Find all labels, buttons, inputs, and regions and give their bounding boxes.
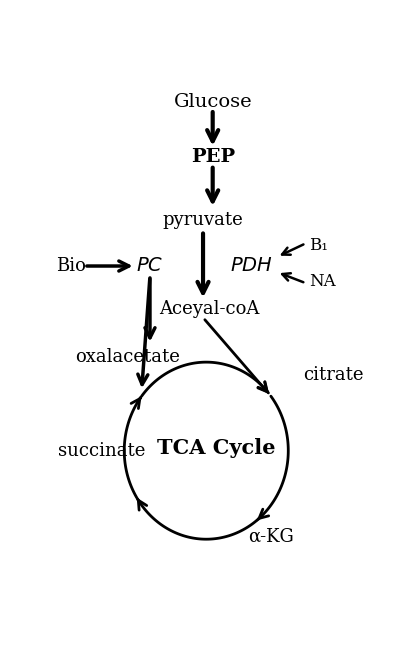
Text: NA: NA	[309, 273, 336, 290]
Text: oxalacetate: oxalacetate	[75, 348, 180, 366]
Text: $\mathit{PC}$: $\mathit{PC}$	[136, 257, 164, 275]
Text: B₁: B₁	[309, 237, 328, 254]
Text: succinate: succinate	[58, 442, 145, 460]
Text: α-KG: α-KG	[248, 528, 293, 546]
Text: Bio: Bio	[56, 257, 86, 275]
Text: $\mathit{PDH}$: $\mathit{PDH}$	[230, 257, 273, 275]
Text: pyruvate: pyruvate	[163, 212, 244, 229]
Text: Glucose: Glucose	[173, 93, 252, 110]
Text: citrate: citrate	[303, 366, 363, 384]
Text: PEP: PEP	[190, 148, 235, 166]
Text: TCA Cycle: TCA Cycle	[156, 438, 275, 458]
Text: Aceyal-coA: Aceyal-coA	[159, 300, 260, 318]
